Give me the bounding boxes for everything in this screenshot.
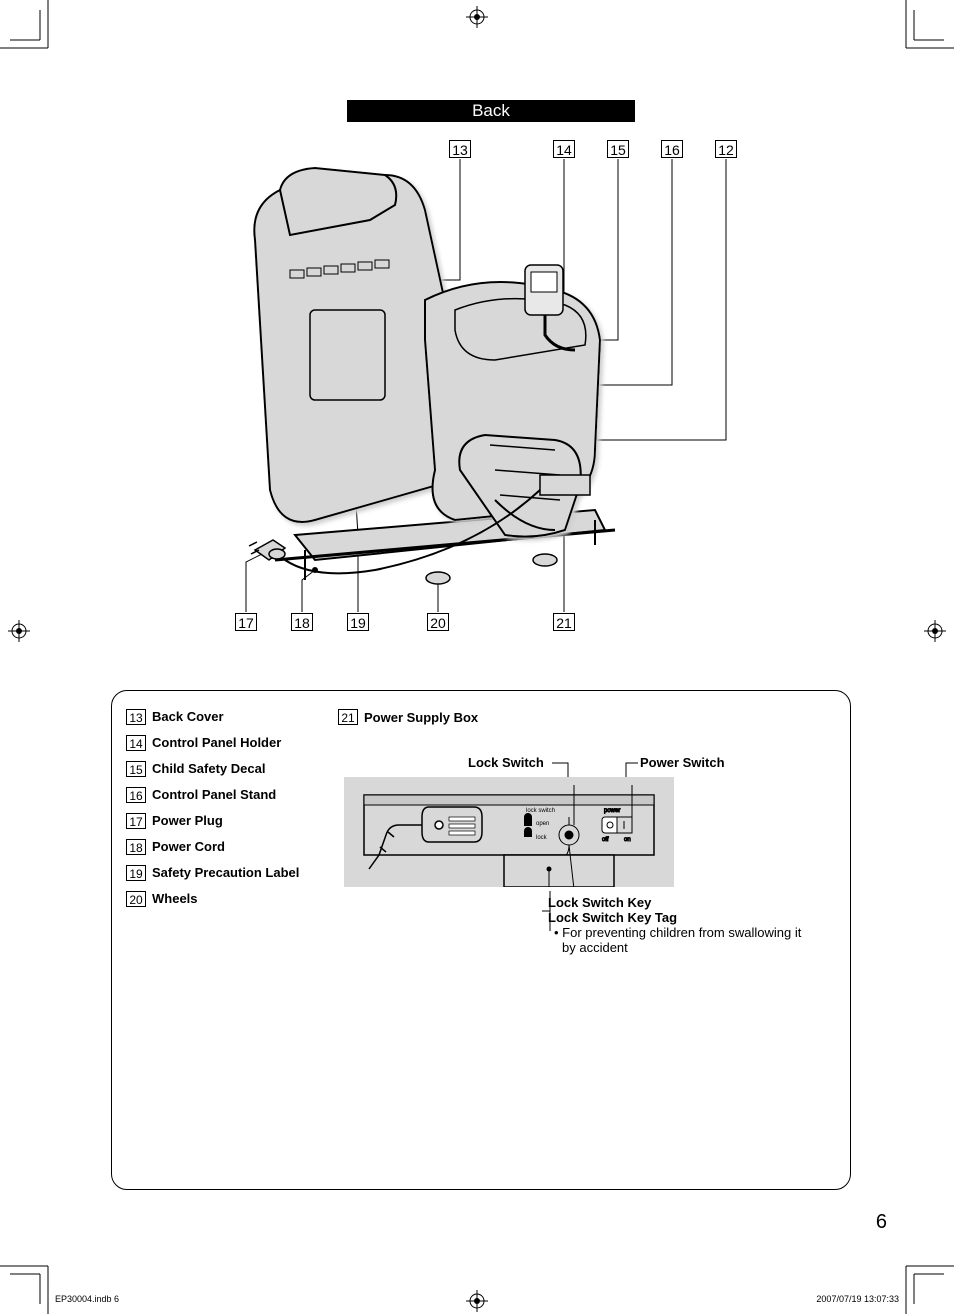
psb-illustration: lock switch open lock power off	[344, 777, 674, 887]
chair-illustration	[55, 40, 755, 640]
crop-mark-bl	[0, 1254, 60, 1314]
lock-key-note: • For preventing children from swallowin…	[554, 925, 818, 955]
page-number: 6	[876, 1211, 887, 1234]
legend-item-15: 15Child Safety Decal	[126, 761, 299, 777]
psb-bottom-bracket	[540, 891, 554, 939]
psb-bottom-labels: Lock Switch Key Lock Switch Key Tag • Fo…	[548, 895, 818, 955]
psb-tiny-open: open	[536, 821, 549, 827]
reg-mark-top	[466, 6, 488, 28]
lock-switch-key-label: Lock Switch Key	[548, 895, 818, 910]
crop-mark-br	[894, 1254, 954, 1314]
crop-mark-tl	[0, 0, 60, 60]
legend-item-16: 16Control Panel Stand	[126, 787, 299, 803]
footer: EP30004.indb 6 2007/07/19 13:07:33	[55, 1294, 899, 1304]
legend-item-19: 19Safety Precaution Label	[126, 865, 299, 881]
reg-mark-left	[8, 620, 30, 642]
footer-right: 2007/07/19 13:07:33	[816, 1294, 899, 1304]
legend-item-20: 20Wheels	[126, 891, 299, 907]
psb-top-labels: Lock Switch Power Switch	[338, 737, 818, 777]
psb-tiny-on: on	[624, 837, 631, 843]
legend-item-13: 13Back Cover	[126, 709, 299, 725]
lock-switch-key-tag-label: Lock Switch Key Tag	[548, 910, 818, 925]
psb-tiny-lock: lock	[536, 835, 548, 841]
psb-tiny-power: power	[604, 808, 620, 814]
reg-mark-bottom	[466, 1290, 488, 1312]
psb-tiny-off: off	[602, 837, 609, 843]
crop-mark-tr	[894, 0, 954, 60]
legend-panel: 13Back Cover 14Control Panel Holder 15Ch…	[111, 690, 851, 1190]
legend-item-18: 18Power Cord	[126, 839, 299, 855]
page: Back 13 14 15 16 12 17 18 19 20 21	[55, 40, 899, 1240]
legend-item-17: 17Power Plug	[126, 813, 299, 829]
legend-list: 13Back Cover 14Control Panel Holder 15Ch…	[126, 709, 299, 917]
psb-title: 21 Power Supply Box	[338, 709, 818, 725]
legend-item-14: 14Control Panel Holder	[126, 735, 299, 751]
reg-mark-right	[924, 620, 946, 642]
footer-left: EP30004.indb 6	[55, 1294, 119, 1304]
psb-tiny-lockswitch: lock switch	[526, 808, 555, 814]
psb-svg: lock switch open lock power off	[344, 777, 674, 887]
power-supply-box-section: 21 Power Supply Box Lock Switch Power Sw…	[338, 709, 818, 955]
